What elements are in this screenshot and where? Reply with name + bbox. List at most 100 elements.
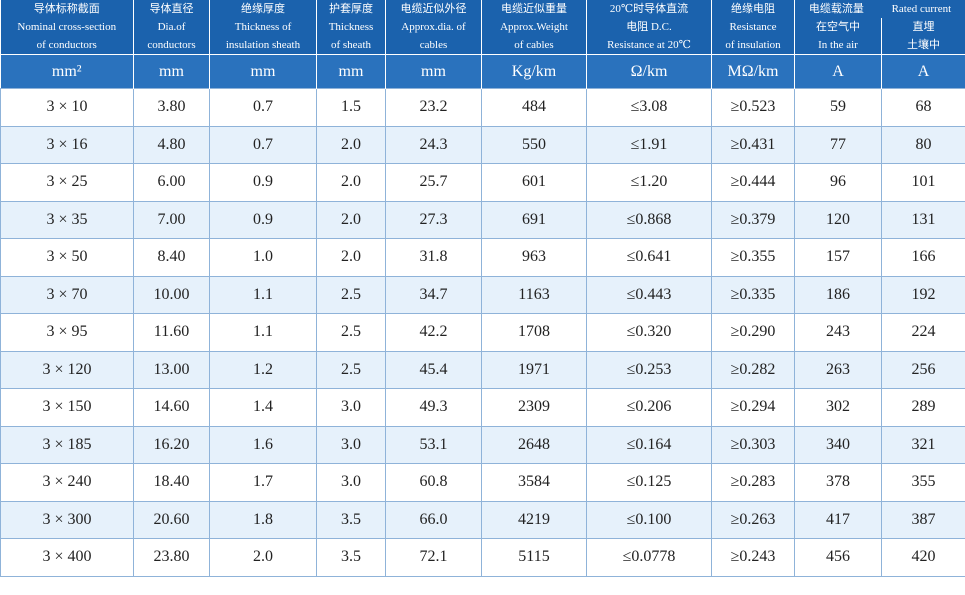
data-cell: 3 × 25 [0, 163, 134, 202]
data-cell: 13.00 [133, 350, 210, 389]
header-row: 导体标称截面 Nominal cross-section of conductors… [0, 0, 965, 55]
data-row: 3 × 150 14.60 1.4 3.0 49.3 2309 ≤0.206 ≥0.294 30… [0, 388, 965, 427]
data-cell: 166 [881, 238, 965, 277]
data-cell: 16.20 [133, 425, 210, 464]
data-cell: 2.0 [316, 238, 386, 277]
header-line: Nominal cross-section [17, 21, 117, 33]
data-cell: 3 × 95 [0, 313, 134, 352]
data-cell: ≥0.523 [711, 88, 795, 127]
data-cell: 2.5 [316, 350, 386, 389]
data-cell: ≥0.431 [711, 125, 795, 164]
data-cell: 72.1 [385, 538, 482, 577]
subheader-cell: 在空气中 In the air [794, 18, 882, 55]
data-row: 3 × 25 6.00 0.9 2.0 25.7 601 ≤1.20 ≥0.444 96 101 [0, 163, 965, 202]
data-cell: 601 [481, 163, 587, 202]
header-line: Dia.of [157, 21, 186, 33]
header-cell: 电缆近似外径 Approx.dia. of cables [385, 0, 482, 55]
subheader-row: 在空气中 In the air 直埋 土壤中 [1, 18, 965, 55]
data-cell: 3 × 35 [0, 200, 134, 239]
data-row: 3 × 50 8.40 1.0 2.0 31.8 963 ≤0.641 ≥0.355 157 16… [0, 238, 965, 277]
data-cell: 3.0 [316, 463, 386, 502]
data-cell: 10.00 [133, 275, 210, 314]
data-cell: 157 [794, 238, 882, 277]
data-cell: 550 [481, 125, 587, 164]
data-row: 3 × 120 13.00 1.2 2.5 45.4 1971 ≤0.253 ≥0.282 26… [0, 350, 965, 389]
header-cell: 电缆近似重量 Approx.Weight of cables [481, 0, 587, 55]
unit-cell: A [794, 54, 882, 89]
unit-cell: MΩ/km [711, 54, 795, 89]
data-cell: ≥0.294 [711, 388, 795, 427]
unit-cell: mm² [0, 54, 134, 89]
unit-cell: Ω/km [586, 54, 712, 89]
data-cell: 25.7 [385, 163, 482, 202]
data-row: 3 × 35 7.00 0.9 2.0 27.3 691 ≤0.868 ≥0.379 120 13… [0, 200, 965, 239]
header-line: of conductors [36, 39, 97, 51]
header-line: of sheath [330, 39, 371, 51]
header-line: of cables [514, 39, 554, 51]
data-cell: 3 × 300 [0, 500, 134, 539]
data-cell: ≤0.164 [586, 425, 712, 464]
data-cell: 2.5 [316, 275, 386, 314]
data-cell: 484 [481, 88, 587, 127]
header-line: 电缆近似重量 [501, 3, 567, 15]
data-cell: ≤0.206 [586, 388, 712, 427]
data-cell: 77 [794, 125, 882, 164]
data-cell: 3 × 185 [0, 425, 134, 464]
data-cell: 120 [794, 200, 882, 239]
unit-cell: mm [385, 54, 482, 89]
data-cell: 2.0 [316, 163, 386, 202]
data-cell: 68 [881, 88, 965, 127]
data-cell: ≤0.125 [586, 463, 712, 502]
data-cell: 2648 [481, 425, 587, 464]
data-cell: 1.4 [209, 388, 317, 427]
data-cell: 1.1 [209, 275, 317, 314]
data-cell: 23.2 [385, 88, 482, 127]
data-cell: 289 [881, 388, 965, 427]
data-cell: 355 [881, 463, 965, 502]
data-cell: 420 [881, 538, 965, 577]
data-cell: 963 [481, 238, 587, 277]
header-cell: 导体标称截面 Nominal cross-section of conductors [0, 0, 134, 55]
header-line: In the air [818, 39, 858, 51]
data-cell: 192 [881, 275, 965, 314]
data-cell: 302 [794, 388, 882, 427]
header-cell: 护套厚度 Thickness of sheath [316, 0, 386, 55]
data-cell: 96 [794, 163, 882, 202]
data-cell: ≥0.355 [711, 238, 795, 277]
data-cell: 11.60 [133, 313, 210, 352]
data-cell: 31.8 [385, 238, 482, 277]
header-cell: 绝缘厚度 Thickness of insulation sheath [209, 0, 317, 55]
data-cell: 3.0 [316, 425, 386, 464]
header-line: cables [419, 39, 448, 51]
data-cell: 45.4 [385, 350, 482, 389]
data-cell: 263 [794, 350, 882, 389]
data-cell: 14.60 [133, 388, 210, 427]
data-cell: 456 [794, 538, 882, 577]
header-line: conductors [147, 39, 196, 51]
unit-cell: Kg/km [481, 54, 587, 89]
data-row: 3 × 95 11.60 1.1 2.5 42.2 1708 ≤0.320 ≥0.290 243… [0, 313, 965, 352]
data-cell: 3 × 70 [0, 275, 134, 314]
header-line: Resistance [729, 21, 777, 33]
data-cell: 1.6 [209, 425, 317, 464]
data-cell: 3 × 240 [0, 463, 134, 502]
data-cell: ≥0.243 [711, 538, 795, 577]
header-line: 20℃时导体直流 [609, 3, 689, 15]
data-cell: 27.3 [385, 200, 482, 239]
data-cell: 1708 [481, 313, 587, 352]
header-cell: 20℃时导体直流 电阻 D.C. Resistance at 20℃ [586, 0, 712, 55]
data-cell: ≤0.0778 [586, 538, 712, 577]
header-line: 电阻 D.C. [626, 21, 672, 33]
data-row: 3 × 16 4.80 0.7 2.0 24.3 550 ≤1.91 ≥0.431 77 80 [0, 125, 965, 164]
data-cell: ≥0.263 [711, 500, 795, 539]
data-cell: ≤0.320 [586, 313, 712, 352]
data-cell: ≤3.08 [586, 88, 712, 127]
data-cell: 60.8 [385, 463, 482, 502]
subheader-cell: 直埋 土壤中 [881, 18, 965, 55]
header-line: 绝缘厚度 [241, 3, 285, 15]
unit-cell: mm [316, 54, 386, 89]
data-cell: 2309 [481, 388, 587, 427]
header-line: 绝缘电阻 [731, 3, 775, 15]
data-cell: 691 [481, 200, 587, 239]
data-cell: 131 [881, 200, 965, 239]
